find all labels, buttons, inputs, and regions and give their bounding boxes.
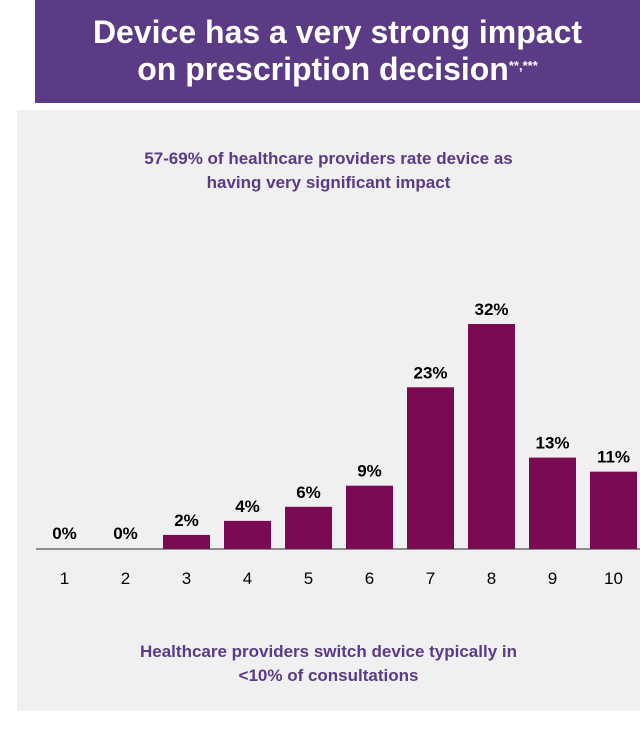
title-banner: Device has a very strong impact on presc… [35,0,640,103]
x-tick-label-3: 3 [182,569,191,588]
chart-footnote: Healthcare providers switch device typic… [17,640,640,688]
x-tick-label-2: 2 [121,569,130,588]
x-tick-label-7: 7 [426,569,435,588]
x-tick-label-8: 8 [487,569,496,588]
data-label-1: 0% [52,524,77,543]
bar-5 [285,506,332,549]
subtitle-line-1: 57-69% of healthcare providers rate devi… [144,149,513,168]
bar-3 [163,534,210,549]
bar-6 [346,485,393,549]
x-tick-label-1: 1 [60,569,69,588]
x-tick-label-6: 6 [365,569,374,588]
title-footnote-marker: **,*** [508,58,538,73]
bar-7 [407,387,454,549]
data-label-5: 6% [296,483,321,502]
data-label-7: 23% [413,363,447,382]
bar-8 [468,324,515,549]
bar-9 [529,457,576,549]
title-line-2-text: on prescription decision [137,51,509,87]
data-label-10: 11% [597,448,630,467]
x-tick-label-5: 5 [304,569,313,588]
footnote-line-2: <10% of consultations [238,666,419,685]
chart-subtitle: 57-69% of healthcare providers rate devi… [17,147,640,195]
data-label-8: 32% [474,300,508,319]
x-tick-label-10: 10 [604,569,623,588]
data-label-2: 0% [113,524,138,543]
data-label-9: 13% [535,434,569,453]
chart-panel [17,110,640,711]
subtitle-line-2: having very significant impact [206,173,451,192]
data-label-3: 2% [174,511,199,530]
title-line-2: on prescription decision**,*** [35,51,640,88]
x-tick-label-4: 4 [243,569,252,588]
data-label-6: 9% [357,462,382,481]
title-line-1: Device has a very strong impact [92,14,583,50]
footnote-line-1: Healthcare providers switch device typic… [140,642,517,661]
x-tick-label-9: 9 [548,569,557,588]
data-label-4: 4% [235,497,260,516]
bar-4 [224,520,271,549]
bar-10 [590,471,637,549]
